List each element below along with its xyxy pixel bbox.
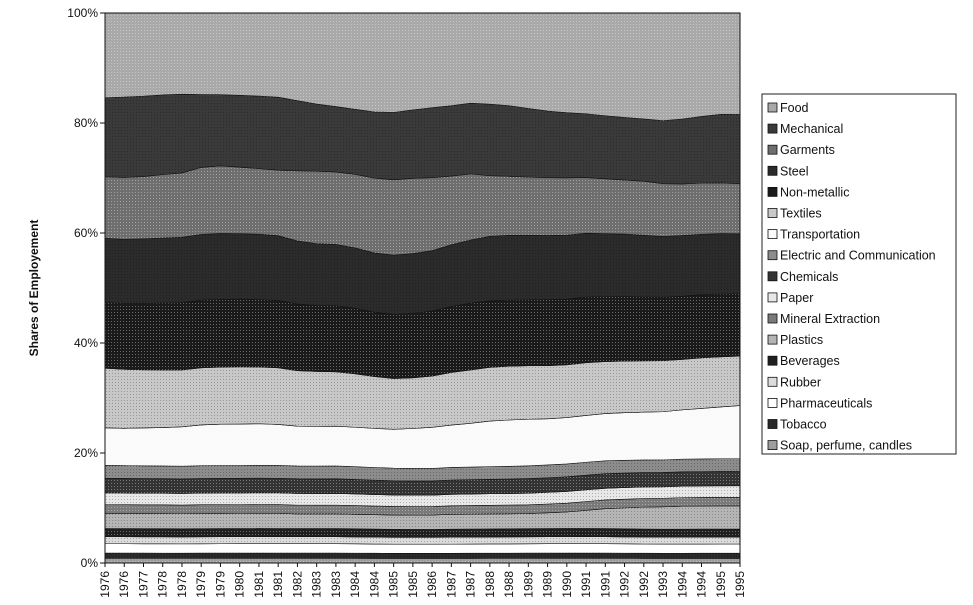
legend-swatch-chemicals (767, 271, 778, 282)
x-tick-label: 1994 (695, 571, 709, 598)
plot-area (104, 12, 741, 564)
legend-label-beverages: Beverages (780, 354, 840, 368)
x-tick-label: 1977 (136, 571, 150, 598)
area-texture-textiles (105, 356, 740, 430)
x-tick-label: 1989 (541, 571, 555, 598)
x-tick-label: 1981 (252, 571, 266, 598)
x-tick-label: 1987 (444, 571, 458, 598)
legend-swatch-textiles (767, 208, 778, 218)
x-tick-label: 1978 (156, 571, 170, 598)
legend-label-plastics: Plastics (780, 333, 823, 347)
y-tick-label: 20% (74, 446, 98, 460)
y-tick-label: 40% (74, 336, 98, 350)
x-tick-label: 1978 (175, 571, 189, 598)
legend-label-paper: Paper (780, 291, 813, 305)
x-tick-label: 1980 (233, 571, 247, 598)
legend-swatch-electric-and-communication (767, 250, 778, 261)
x-tick-label: 1988 (502, 571, 516, 598)
legend-swatch-plastics (767, 334, 778, 345)
area-texture-plastics (105, 505, 740, 530)
legend-swatch-beverages (767, 355, 778, 366)
legend-label-chemicals: Chemicals (780, 270, 838, 284)
legend-label-rubber: Rubber (780, 375, 821, 389)
x-tick-label: 1994 (675, 571, 689, 598)
legend-label-mechanical: Mechanical (780, 122, 843, 136)
x-tick-label: 1986 (425, 571, 439, 598)
y-tick-label: 80% (74, 116, 98, 130)
x-tick-label: 1992 (618, 571, 632, 598)
legend-label-tobacco: Tobacco (780, 418, 827, 432)
area-texture-garments (105, 165, 740, 256)
area-texture-tobacco (105, 553, 740, 559)
legend-label-mineral-extraction: Mineral Extraction (780, 312, 880, 326)
x-tick-label: 1983 (310, 571, 324, 598)
x-tick-label: 1993 (656, 571, 670, 598)
y-tick-label: 0% (81, 556, 99, 570)
area-texture-chemicals (105, 471, 740, 496)
x-tick-label: 1987 (464, 571, 478, 598)
legend-swatch-transportation (767, 229, 778, 240)
x-tick-label: 1992 (637, 571, 651, 598)
axes: 0% 20% 40% 60% 80% 100% 1976 1976 1977 1978 1978 19… (67, 6, 747, 598)
x-tick-label: 1990 (560, 571, 574, 598)
area-texture-soap-perfume-candles (105, 558, 740, 563)
legend-swatch-rubber (767, 376, 778, 387)
area-texture-transportation (105, 405, 740, 469)
x-tick-label: 1995 (733, 571, 747, 598)
legend-swatch-pharmaceuticals (767, 397, 778, 408)
x-tick-label: 1985 (406, 571, 420, 598)
area-texture-paper (105, 485, 740, 507)
y-tick-label: 60% (74, 226, 98, 240)
x-tick-label: 1995 (714, 571, 728, 598)
legend-label-steel: Steel (780, 164, 809, 178)
x-tick-label: 1984 (348, 571, 362, 598)
area-texture-mechanical (105, 94, 740, 184)
x-tick-label: 1991 (579, 571, 593, 598)
x-tick-label: 1981 (271, 571, 285, 598)
legend-label-food: Food (780, 101, 809, 115)
area-texture-non-metallic (105, 293, 740, 379)
legend-swatch-paper (767, 292, 778, 303)
legend-swatch-tobacco (767, 419, 778, 429)
legend: Food Mechanical Garments Steel Non-metallic T… (761, 93, 957, 455)
area-texture-steel (105, 233, 740, 315)
area-texture-food (105, 13, 740, 121)
plot-border (104, 12, 741, 564)
legend-label-electric-and-communication: Electric and Communication (780, 249, 936, 263)
x-tick-label: 1976 (117, 571, 131, 598)
y-tick-label: 100% (67, 6, 98, 20)
legend-box (761, 93, 957, 455)
legend-swatch-mineral-extraction (767, 313, 778, 324)
x-tick-label: 1976 (98, 571, 112, 598)
legend-label-soap-perfume-candles: Soap, perfume, candles (780, 439, 912, 453)
x-tick-label: 1989 (521, 571, 535, 598)
x-tick-label: 1985 (387, 571, 401, 598)
y-axis-title: Shares of Employement (27, 220, 41, 357)
area-texture-pharmaceuticals (105, 543, 740, 554)
legend-label-textiles: Textiles (780, 207, 822, 221)
x-tick-label: 1983 (329, 571, 343, 598)
area-texture-rubber (105, 536, 740, 545)
area-texture-mineral-extraction (105, 497, 740, 516)
legend-label-transportation: Transportation (780, 228, 860, 242)
legend-swatch-mechanical (767, 123, 778, 134)
legend-swatch-non-metallic (767, 186, 778, 197)
legend-label-garments: Garments (780, 143, 835, 157)
area-texture-electric-and-communication (105, 458, 740, 481)
x-tick-label: 1991 (598, 571, 612, 598)
legend-swatch-garments (767, 144, 778, 155)
legend-swatch-steel (767, 165, 778, 176)
x-tick-label: 1988 (483, 571, 497, 598)
legend-swatch-food (767, 102, 778, 113)
legend-label-pharmaceuticals: Pharmaceuticals (780, 396, 872, 410)
x-tick-label: 1984 (367, 571, 381, 598)
area-texture-beverages (105, 528, 740, 538)
legend-swatch-soap-perfume-candles (767, 440, 778, 451)
x-tick-label: 1979 (194, 571, 208, 598)
x-tick-label: 1979 (213, 571, 227, 598)
legend-label-non-metallic: Non-metallic (780, 185, 849, 199)
x-tick-label: 1982 (290, 571, 304, 598)
